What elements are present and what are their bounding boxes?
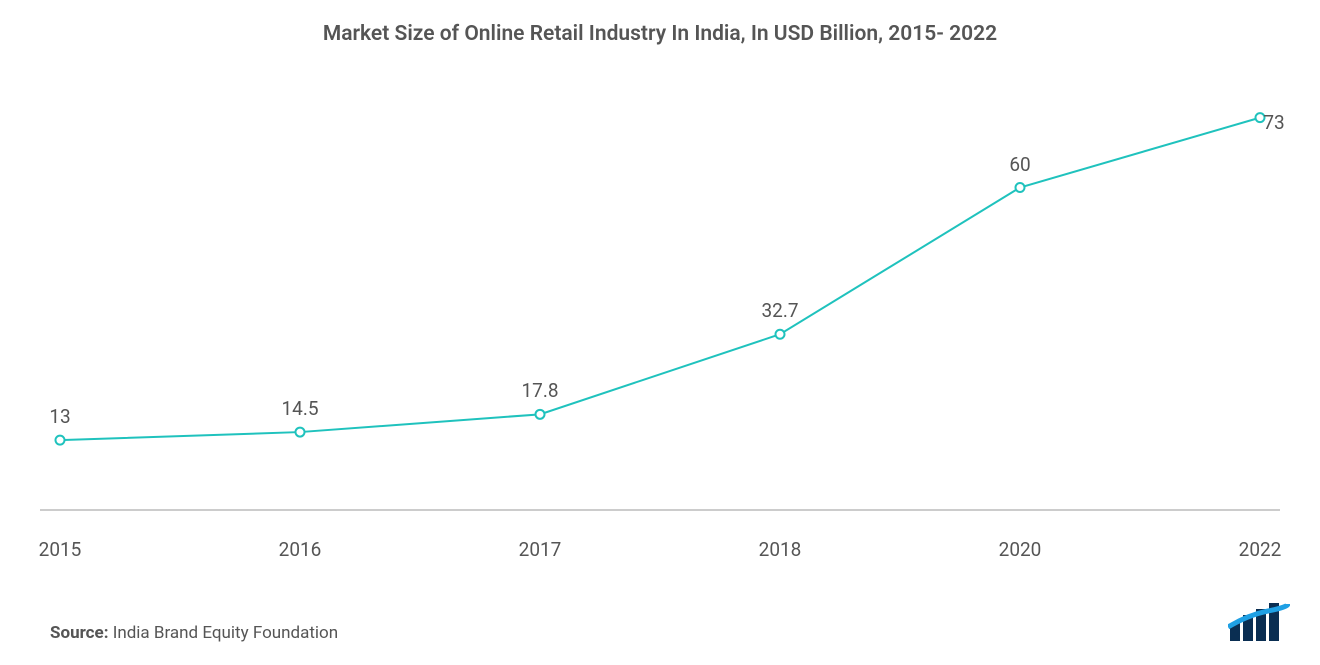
logo-svg <box>1228 603 1290 643</box>
data-point-label: 13 <box>49 405 70 428</box>
series-line <box>60 118 1260 441</box>
data-point <box>536 410 545 419</box>
source-attribution: Source: India Brand Equity Foundation <box>50 623 338 643</box>
data-point-label: 73 <box>1263 111 1284 134</box>
x-axis-label: 2015 <box>39 538 82 561</box>
line-chart-svg <box>0 0 1320 665</box>
data-point-label: 17.8 <box>521 379 558 402</box>
source-prefix: Source: <box>50 623 108 643</box>
source-text: India Brand Equity Foundation <box>108 623 338 643</box>
data-point-label: 60 <box>1009 153 1030 176</box>
data-point-label: 14.5 <box>281 397 318 420</box>
brand-logo <box>1228 603 1290 647</box>
data-point <box>1016 183 1025 192</box>
logo-bars-icon <box>1228 603 1288 641</box>
data-point <box>296 428 305 437</box>
x-axis-label: 2016 <box>279 538 322 561</box>
data-point <box>776 330 785 339</box>
x-axis-label: 2022 <box>1239 538 1282 561</box>
x-axis-label: 2020 <box>999 538 1042 561</box>
x-axis-label: 2018 <box>759 538 802 561</box>
x-axis-label: 2017 <box>519 538 562 561</box>
data-point-label: 32.7 <box>761 299 798 322</box>
chart-container: Market Size of Online Retail Industry In… <box>0 0 1320 665</box>
data-point <box>56 436 65 445</box>
